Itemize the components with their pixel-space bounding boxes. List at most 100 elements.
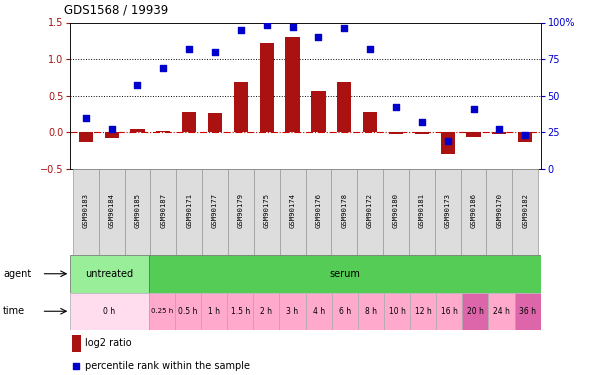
Bar bbox=[409, 169, 435, 255]
Text: GSM90182: GSM90182 bbox=[522, 193, 529, 228]
Point bbox=[391, 104, 401, 110]
Point bbox=[313, 34, 323, 40]
Text: 0 h: 0 h bbox=[103, 307, 115, 316]
Point bbox=[71, 363, 81, 369]
Bar bbox=[176, 169, 202, 255]
Text: 4 h: 4 h bbox=[312, 307, 324, 316]
Text: 8 h: 8 h bbox=[365, 307, 377, 316]
Text: 1 h: 1 h bbox=[208, 307, 220, 316]
Bar bbox=[415, 132, 429, 134]
Text: GSM90180: GSM90180 bbox=[393, 193, 399, 228]
Text: 1.5 h: 1.5 h bbox=[230, 307, 250, 316]
Point bbox=[339, 26, 349, 32]
Text: GDS1568 / 19939: GDS1568 / 19939 bbox=[64, 4, 169, 17]
Bar bbox=[486, 169, 512, 255]
Bar bbox=[384, 292, 410, 330]
Text: GSM90183: GSM90183 bbox=[82, 193, 89, 228]
Point bbox=[107, 126, 117, 132]
Bar bbox=[150, 169, 176, 255]
Bar bbox=[512, 169, 538, 255]
Bar bbox=[228, 169, 254, 255]
Bar bbox=[148, 255, 541, 292]
Text: 3 h: 3 h bbox=[287, 307, 299, 316]
Bar bbox=[79, 132, 93, 142]
Bar bbox=[202, 169, 228, 255]
Bar bbox=[285, 37, 299, 132]
Text: GSM90184: GSM90184 bbox=[109, 193, 115, 228]
Point bbox=[81, 115, 90, 121]
Bar bbox=[436, 292, 463, 330]
Bar bbox=[492, 132, 507, 134]
Text: untreated: untreated bbox=[86, 269, 134, 279]
Text: 12 h: 12 h bbox=[415, 307, 431, 316]
Bar bbox=[306, 169, 331, 255]
Bar bbox=[280, 169, 306, 255]
Text: GSM90181: GSM90181 bbox=[419, 193, 425, 228]
Text: percentile rank within the sample: percentile rank within the sample bbox=[85, 361, 250, 371]
Bar bbox=[389, 132, 403, 134]
Bar bbox=[70, 292, 148, 330]
Text: time: time bbox=[3, 306, 25, 316]
Text: agent: agent bbox=[3, 269, 31, 279]
Text: log2 ratio: log2 ratio bbox=[85, 339, 131, 348]
Text: GSM90171: GSM90171 bbox=[186, 193, 192, 228]
Bar bbox=[312, 90, 326, 132]
Point bbox=[288, 24, 298, 30]
Text: GSM90172: GSM90172 bbox=[367, 193, 373, 228]
Bar bbox=[253, 292, 279, 330]
Point bbox=[443, 138, 453, 144]
Bar bbox=[227, 292, 253, 330]
Text: 2 h: 2 h bbox=[260, 307, 273, 316]
Bar bbox=[148, 292, 175, 330]
Bar bbox=[463, 292, 488, 330]
Point bbox=[417, 119, 426, 125]
Text: 0.5 h: 0.5 h bbox=[178, 307, 197, 316]
Text: 24 h: 24 h bbox=[493, 307, 510, 316]
Point bbox=[494, 126, 504, 132]
Text: GSM90186: GSM90186 bbox=[470, 193, 477, 228]
Point bbox=[236, 27, 246, 33]
Text: serum: serum bbox=[329, 269, 360, 279]
Bar bbox=[518, 132, 532, 142]
Text: GSM90176: GSM90176 bbox=[315, 193, 321, 228]
Text: GSM90178: GSM90178 bbox=[342, 193, 347, 228]
Point bbox=[262, 22, 272, 28]
Bar bbox=[461, 169, 486, 255]
Text: GSM90174: GSM90174 bbox=[290, 193, 296, 228]
Bar bbox=[73, 169, 99, 255]
Text: 0.25 h: 0.25 h bbox=[151, 308, 173, 314]
Bar bbox=[130, 129, 145, 132]
Point bbox=[133, 82, 142, 88]
Bar bbox=[156, 131, 170, 132]
Bar bbox=[331, 169, 357, 255]
Bar bbox=[363, 112, 377, 132]
Text: GSM90175: GSM90175 bbox=[264, 193, 269, 228]
Text: 16 h: 16 h bbox=[441, 307, 458, 316]
Point bbox=[521, 132, 530, 138]
Text: 10 h: 10 h bbox=[389, 307, 406, 316]
Text: GSM90170: GSM90170 bbox=[496, 193, 502, 228]
Text: 20 h: 20 h bbox=[467, 307, 484, 316]
Bar bbox=[260, 43, 274, 132]
Bar bbox=[332, 292, 358, 330]
Bar bbox=[175, 292, 201, 330]
Bar bbox=[70, 255, 148, 292]
Bar bbox=[435, 169, 461, 255]
Bar bbox=[441, 132, 455, 154]
Text: GSM90187: GSM90187 bbox=[160, 193, 166, 228]
Bar bbox=[182, 112, 196, 132]
Bar bbox=[279, 292, 306, 330]
Text: GSM90179: GSM90179 bbox=[238, 193, 244, 228]
Bar bbox=[201, 292, 227, 330]
Text: 36 h: 36 h bbox=[519, 307, 536, 316]
Bar bbox=[357, 169, 383, 255]
Bar bbox=[337, 82, 351, 132]
Point bbox=[185, 46, 194, 52]
Bar bbox=[514, 292, 541, 330]
Point bbox=[158, 65, 168, 71]
Bar bbox=[488, 292, 514, 330]
Bar bbox=[466, 132, 481, 137]
Point bbox=[365, 46, 375, 52]
Bar bbox=[99, 169, 125, 255]
Text: 6 h: 6 h bbox=[338, 307, 351, 316]
